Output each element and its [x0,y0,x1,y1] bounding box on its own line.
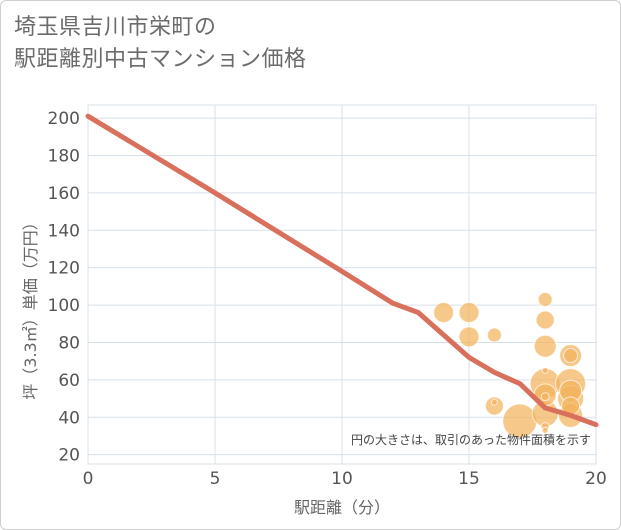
x-tick-label: 15 [458,469,480,489]
y-tick-label: 100 [48,296,80,316]
chart-title: 埼玉県吉川市栄町の 駅距離別中古マンション価格 [14,12,307,76]
bubble-point [535,310,555,330]
y-tick-label: 160 [48,184,80,204]
bubble-point [458,302,480,324]
grid-lines [87,104,597,465]
bubble-point [537,291,553,307]
y-tick-label: 140 [48,221,80,241]
chart-title-line1: 埼玉県吉川市栄町の [14,15,217,40]
y-axis-label: 坪（3.3㎡）単価（万円） [21,214,40,399]
bubble-point [458,326,480,348]
bubble-point [541,426,549,434]
y-tick-label: 80 [58,333,80,353]
bubble-series [433,291,587,439]
bubble-point [490,398,498,406]
bubble-point [433,302,455,324]
y-tick-label: 60 [58,371,80,391]
x-axis-label: 駅距離（分） [294,498,390,517]
bubble-size-note: 円の大きさは、取引のあった物件面積を示す [351,432,591,447]
x-tick-label: 10 [331,469,353,489]
tick-labels: 0 5 10 15 20 20 40 60 80 100 120 140 160 180 200 [48,109,607,489]
y-tick-label: 40 [58,408,80,428]
y-tick-label: 20 [58,446,80,466]
trend-series [85,113,599,428]
x-tick-label: 5 [210,469,221,489]
bubble-point [486,327,502,343]
chart-title-line2: 駅距離別中古マンション価格 [14,47,307,72]
trend-line [85,113,599,428]
x-tick-label: 0 [83,469,94,489]
bubble-point [540,392,550,402]
bubble-point [484,396,504,416]
x-tick-label: 20 [585,469,607,489]
y-tick-label: 120 [48,259,80,279]
bubble-point [533,334,557,358]
y-tick-label: 180 [48,146,80,166]
bubble-point [563,348,579,364]
bubble-point [541,367,549,375]
y-tick-label: 200 [48,109,80,129]
